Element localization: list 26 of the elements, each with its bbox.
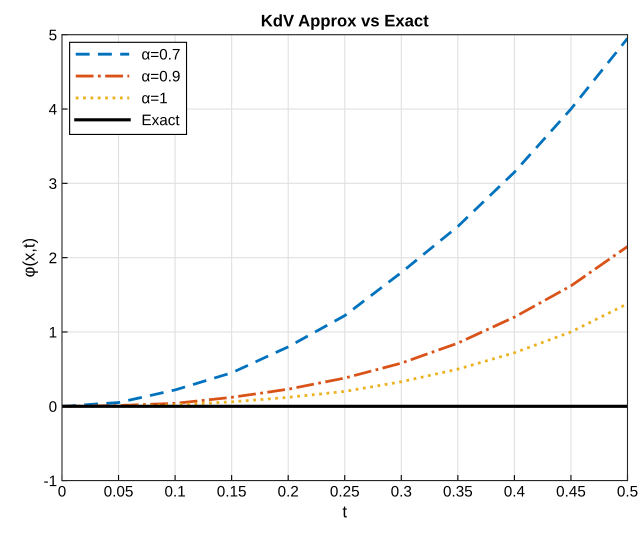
x-tick-label: 0.3 [391, 486, 412, 497]
legend-label: α=0.7 [142, 48, 180, 60]
y-tick-label: 1 [50, 326, 56, 338]
x-tick-label: 0.35 [444, 486, 472, 497]
x-tick-label: 0.1 [165, 486, 185, 497]
line-series [62, 37, 628, 408]
x-tick-label: 0.25 [330, 486, 359, 497]
x-tick-label: 0.05 [104, 486, 133, 497]
x-tick-label: 0.5 [617, 486, 638, 497]
y-tick-label: 5 [49, 30, 56, 40]
x-tick-label: 0.2 [278, 486, 298, 497]
y-tick-label: 4 [48, 104, 57, 115]
y-tick-label: 3 [49, 178, 56, 190]
y-tick-label: 0 [49, 401, 57, 412]
x-tick-label: 0.15 [217, 486, 246, 497]
y-tick-label: -1 [44, 476, 56, 486]
x-axis-title: t [342, 506, 347, 518]
chart-title: KdV Approx vs Exact [262, 14, 429, 30]
legend-label: α=1 [142, 92, 167, 104]
x-tick-label: 0.45 [556, 486, 586, 497]
y-tick-label: 2 [49, 252, 56, 264]
legend-label: α=0.9 [142, 70, 180, 82]
legend-label: Exact [142, 114, 180, 126]
y-axis-title: φ(x,t) [22, 238, 38, 277]
x-tick-label: 0 [58, 486, 66, 497]
x-tick-label: 0.4 [504, 486, 525, 497]
